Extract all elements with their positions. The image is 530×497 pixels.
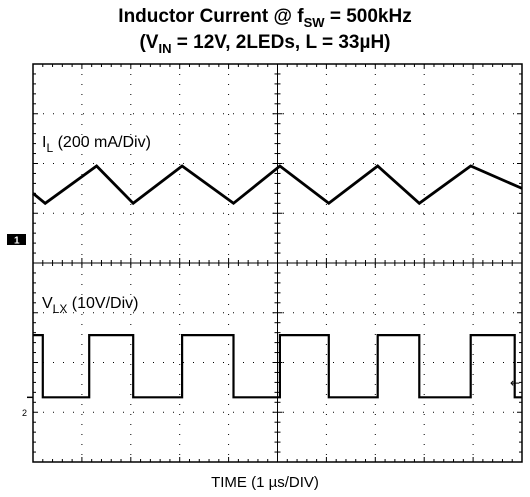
title1-post: = 500kHz (324, 6, 412, 27)
ch1-marker: 1 (7, 234, 26, 247)
trigger-arrow-icon: ← (510, 376, 520, 390)
trace-labels: IL (200 mA/Div) VLX (10V/Div) (42, 134, 151, 316)
title2-post: = 12V, 2LEDs, L = 33µH) (171, 32, 391, 53)
graticule (32, 63, 523, 463)
title2-sub: IN (158, 40, 172, 56)
series-line-il (32, 164, 523, 206)
title2-pre: (V (139, 32, 159, 53)
traces (27, 164, 523, 399)
title1-pre: Inductor Current @ f (118, 6, 304, 27)
series-line-vlx (33, 334, 522, 399)
trace-label-il: IL (200 mA/Div) (42, 134, 151, 155)
ch2-marker-label: 2 (22, 408, 27, 418)
ch1-marker-box (7, 234, 26, 245)
chart-title-line1: Inductor Current @ fSW = 500kHz (0, 6, 530, 30)
chart-title-line2: (VIN = 12V, 2LEDs, L = 33µH) (0, 32, 530, 56)
trace-label-vlx: VLX (10V/Div) (42, 295, 138, 316)
x-axis-label: TIME (1 µs/DIV) (211, 474, 319, 491)
ch1-marker-label: 1 (14, 236, 20, 247)
title1-sub: SW (303, 14, 325, 30)
